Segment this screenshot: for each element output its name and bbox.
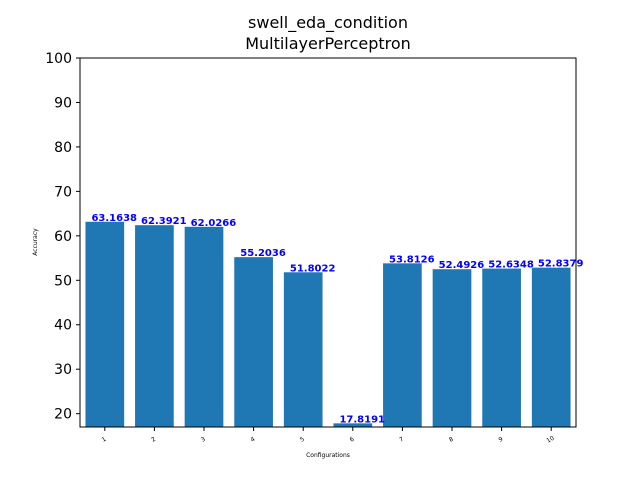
data-label-4: 55.2036 (240, 248, 286, 259)
bar-7 (383, 263, 422, 427)
y-tick-label-70: 70 (54, 184, 72, 200)
bars-group (85, 221, 571, 427)
y-axis-label: Accuracy (32, 228, 39, 256)
x-tick-label-7: 7 (398, 436, 405, 444)
data-label-6: 17.8191 (339, 414, 385, 425)
data-label-1: 63.1638 (91, 213, 137, 224)
data-label-2: 62.3921 (141, 216, 187, 227)
data-label-7: 53.8126 (389, 254, 435, 265)
bar-5 (283, 272, 323, 427)
y-tick-label-30: 30 (54, 362, 72, 378)
y-tick-label-60: 60 (54, 229, 72, 245)
bar-9 (482, 268, 521, 427)
bar-2 (135, 225, 174, 427)
y-tick-label-50: 50 (54, 273, 72, 289)
bar-6 (333, 423, 373, 427)
y-tick-label-90: 90 (54, 95, 72, 111)
x-tick-label-6: 6 (349, 436, 356, 444)
bar-3 (184, 226, 224, 427)
x-tick-label-5: 5 (299, 436, 306, 444)
x-tick-label-8: 8 (448, 436, 455, 444)
x-tick-label-2: 2 (150, 436, 157, 444)
y-axis: 20 30 40 50 60 70 80 90 100 (45, 51, 80, 423)
data-label-5: 51.8022 (290, 263, 336, 274)
bar-8 (432, 269, 472, 427)
x-tick-label-1: 1 (101, 436, 108, 444)
y-tick-label-100: 100 (45, 51, 72, 67)
bar-10 (531, 267, 571, 427)
chart-title-line-2: MultilayerPerceptron (245, 34, 411, 53)
data-label-10: 52.8379 (538, 259, 584, 270)
bar-4 (234, 257, 273, 427)
x-tick-label-4: 4 (249, 436, 256, 444)
data-labels-group: 63.1638 62.3921 62.0266 55.2036 51.8022 17.81… (91, 213, 583, 426)
x-axis: 1 2 3 4 5 6 7 8 9 10 (101, 427, 556, 445)
bar-1 (85, 221, 125, 427)
x-tick-label-10: 10 (545, 435, 555, 445)
x-tick-label-9: 9 (497, 436, 504, 444)
data-label-8: 52.4926 (439, 260, 485, 271)
data-label-3: 62.0266 (191, 218, 237, 229)
x-tick-label-3: 3 (200, 436, 207, 444)
y-tick-label-40: 40 (54, 318, 72, 334)
y-tick-label-80: 80 (54, 140, 72, 156)
x-axis-label: Configurations (306, 452, 350, 459)
data-label-9: 52.6348 (488, 260, 534, 271)
y-tick-label-20: 20 (54, 407, 72, 423)
chart-title-line-1: swell_eda_condition (248, 13, 408, 33)
plot-frame (79, 57, 577, 428)
